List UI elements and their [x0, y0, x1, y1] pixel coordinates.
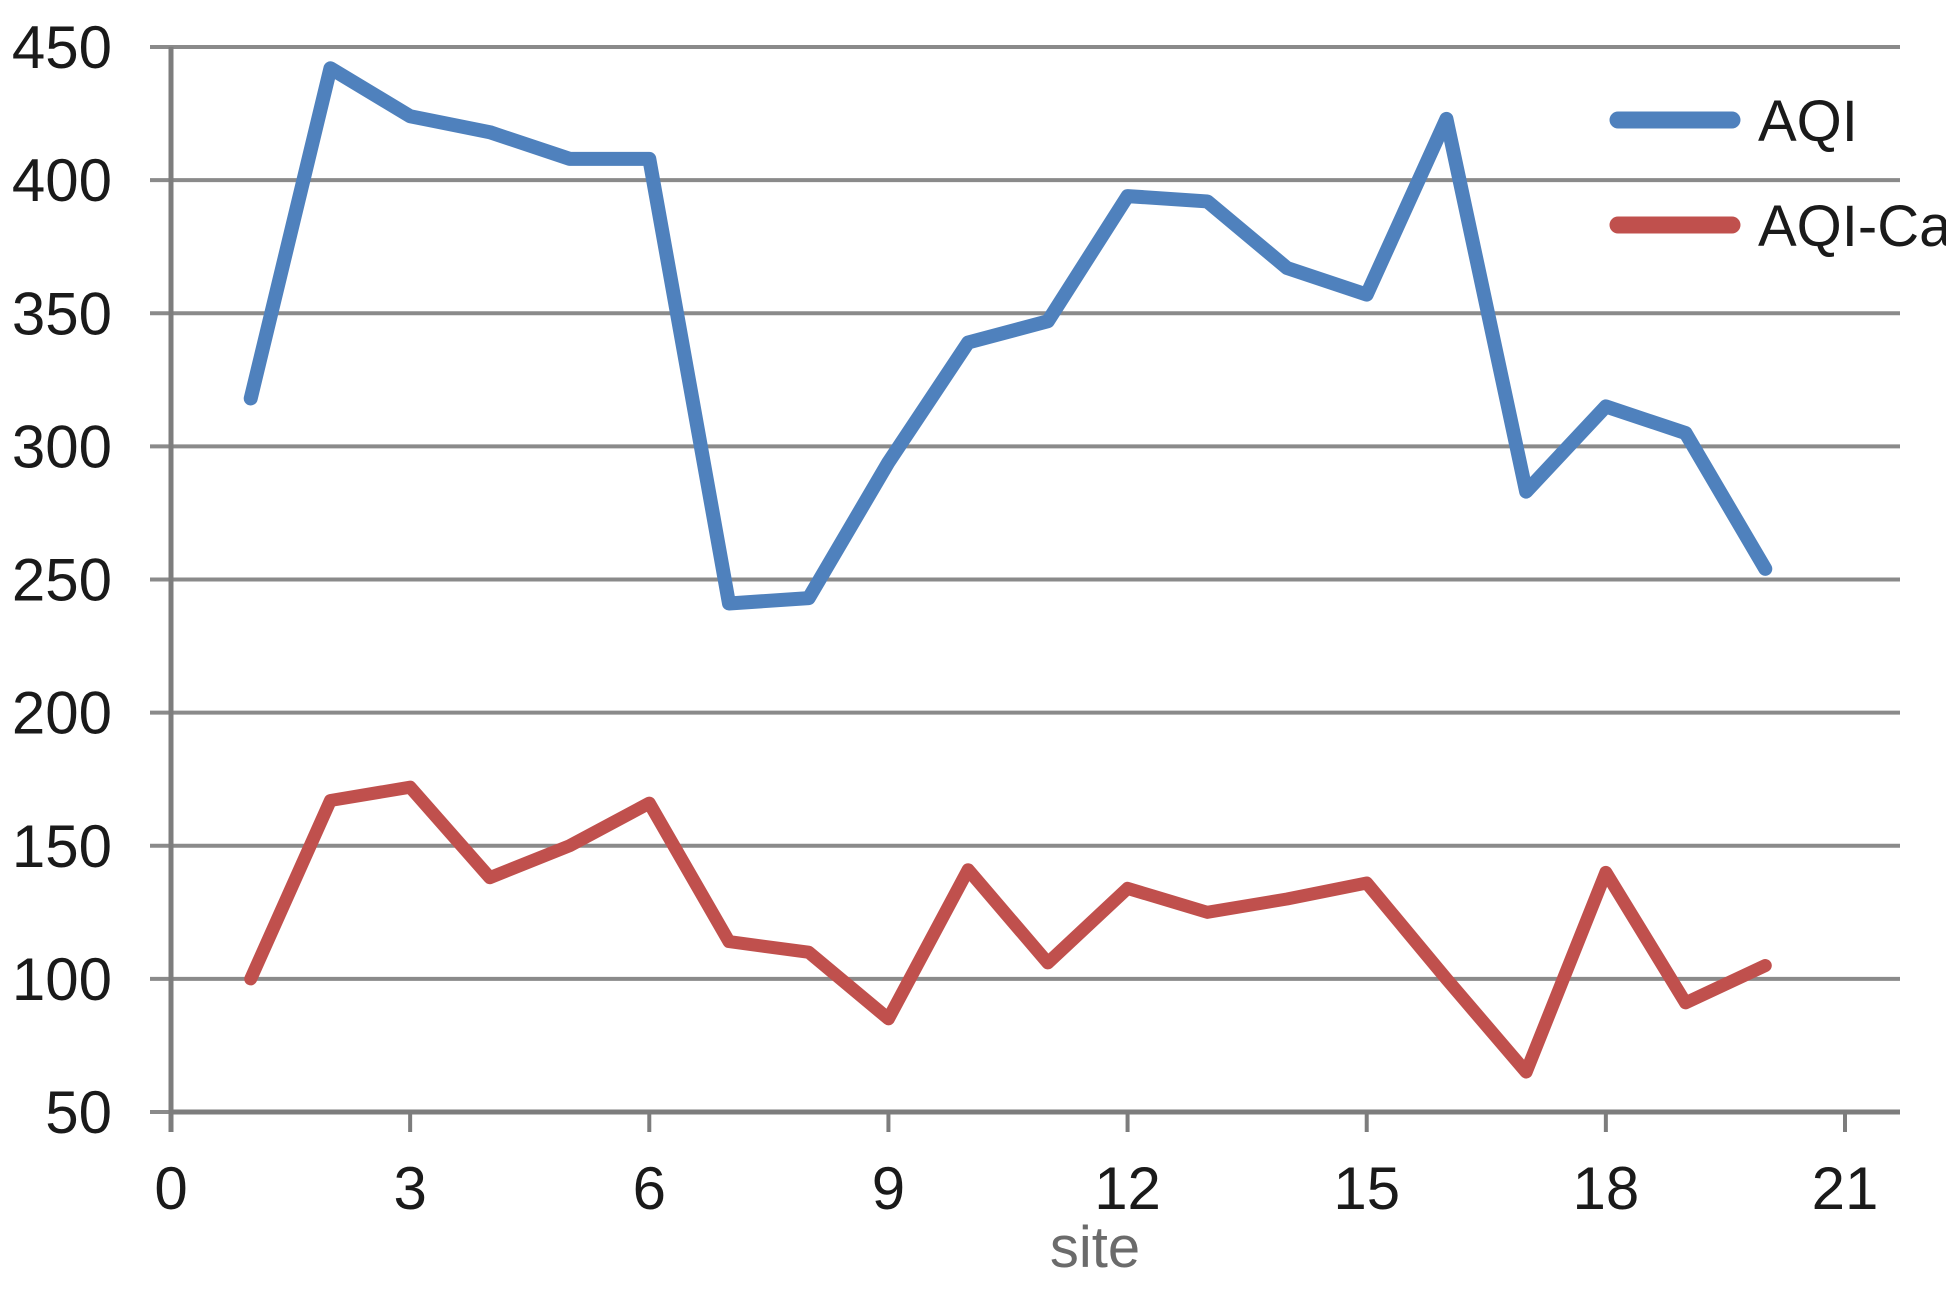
y-tick-label-300: 300 [12, 413, 112, 480]
x-axis-title: site [1050, 1215, 1140, 1280]
y-tick-label-200: 200 [12, 680, 112, 747]
x-tick-label-6: 6 [633, 1155, 666, 1222]
y-tick-label-250: 250 [12, 547, 112, 614]
axis-layer: 50 100 150 200 250 300 350 400 450 0 3 6 9 12 15 18 21 [12, 14, 1900, 1222]
legend-label-aqi: AQI [1758, 89, 1858, 154]
grid-layer [150, 45, 1900, 1114]
series-layer [243, 61, 1773, 1079]
x-tick-label-0: 0 [154, 1155, 187, 1222]
y-tick-label-50: 50 [45, 1079, 112, 1146]
legend-item-aqi-ca: AQI-Ca [1609, 194, 1946, 259]
x-tick-label-18: 18 [1572, 1155, 1639, 1222]
x-tick-label-3: 3 [393, 1155, 426, 1222]
y-tick-label-150: 150 [12, 813, 112, 880]
x-tick-label-21: 21 [1812, 1155, 1879, 1222]
legend-item-aqi: AQI [1609, 89, 1858, 154]
legend-label-aqi-ca: AQI-Ca [1758, 194, 1946, 259]
y-tick-label-400: 400 [12, 147, 112, 214]
series-line-aqi [243, 61, 1773, 611]
x-tick-label-12: 12 [1094, 1155, 1161, 1222]
x-tick-label-9: 9 [872, 1155, 905, 1222]
y-tick-label-100: 100 [12, 946, 112, 1013]
series-line-aqi-ca [244, 780, 1772, 1079]
y-tick-label-350: 350 [12, 280, 112, 347]
x-tick-label-15: 15 [1333, 1155, 1400, 1222]
y-tick-label-450: 450 [12, 14, 112, 81]
legend: AQI AQI-Ca [1609, 89, 1946, 259]
